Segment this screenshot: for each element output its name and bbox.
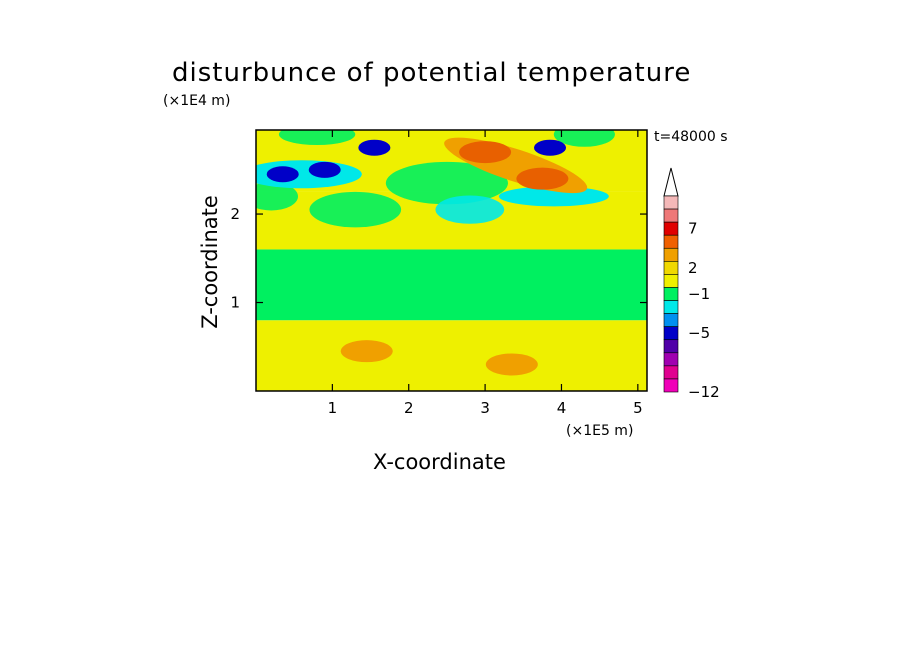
chart-title: disturbunce of potential temperature <box>172 58 692 88</box>
plot-area <box>256 130 647 391</box>
field-streak <box>435 195 505 224</box>
colorbar-swatch <box>663 247 679 262</box>
colorbar: 7 2 −1 −5 −12 <box>663 167 720 401</box>
colorbar-swatch <box>663 274 679 288</box>
field-band-0 <box>256 320 647 391</box>
colorbar-swatch <box>663 261 679 275</box>
colorbar-label: −5 <box>688 324 710 342</box>
y-axis-unit: (×1E4 m) <box>163 93 231 109</box>
x-axis: 1 2 3 4 5 <box>328 130 643 417</box>
colorbar-swatch <box>663 195 679 210</box>
field-streak <box>309 191 402 228</box>
field-streak <box>256 160 362 189</box>
x-axis-unit: (×1E5 m) <box>566 423 634 439</box>
colorbar-swatch <box>663 234 679 249</box>
colorbar-label: −12 <box>688 383 720 401</box>
feature-warm <box>485 353 538 376</box>
field-streak <box>553 130 615 147</box>
x-tick-label: 5 <box>633 399 643 417</box>
time-label: t=48000 s <box>654 129 728 145</box>
x-axis-label: X-coordinate <box>373 450 506 474</box>
feature-cold <box>358 139 391 156</box>
colorbar-swatch <box>663 339 679 354</box>
colorbar-swatch <box>663 300 679 314</box>
y-tick-label: 1 <box>230 294 240 312</box>
colorbar-arrow <box>663 167 679 197</box>
colorbar-swatch <box>663 326 679 341</box>
colorbar-swatch <box>663 313 679 327</box>
colorbar-swatch <box>663 365 679 380</box>
y-axis: 12 <box>230 205 647 312</box>
x-tick-label: 4 <box>557 399 567 417</box>
field-streak <box>278 130 356 146</box>
feature-cold <box>266 166 299 183</box>
colorbar-label: −1 <box>688 285 710 303</box>
colorbar-swatch <box>663 208 679 223</box>
colorbar-label: 2 <box>688 259 698 277</box>
colorbar-label: 7 <box>688 220 698 238</box>
x-tick-label: 3 <box>480 399 490 417</box>
colorbar-swatch <box>663 352 679 367</box>
colorbar-swatch <box>663 287 679 301</box>
feature-cold <box>534 139 567 156</box>
y-tick-label: 2 <box>230 205 240 223</box>
feature-warm <box>340 340 393 363</box>
colorbar-swatch <box>663 221 679 236</box>
field-band-1 <box>256 249 647 321</box>
feature-warm <box>516 167 569 190</box>
feature-cold <box>308 161 341 178</box>
plot-frame <box>255 129 648 392</box>
x-tick-label: 2 <box>404 399 414 417</box>
x-tick-label: 1 <box>328 399 338 417</box>
field-streak <box>385 161 509 205</box>
feature-warm <box>459 141 512 164</box>
colorbar-swatch <box>663 378 679 393</box>
field-streak <box>256 182 298 211</box>
